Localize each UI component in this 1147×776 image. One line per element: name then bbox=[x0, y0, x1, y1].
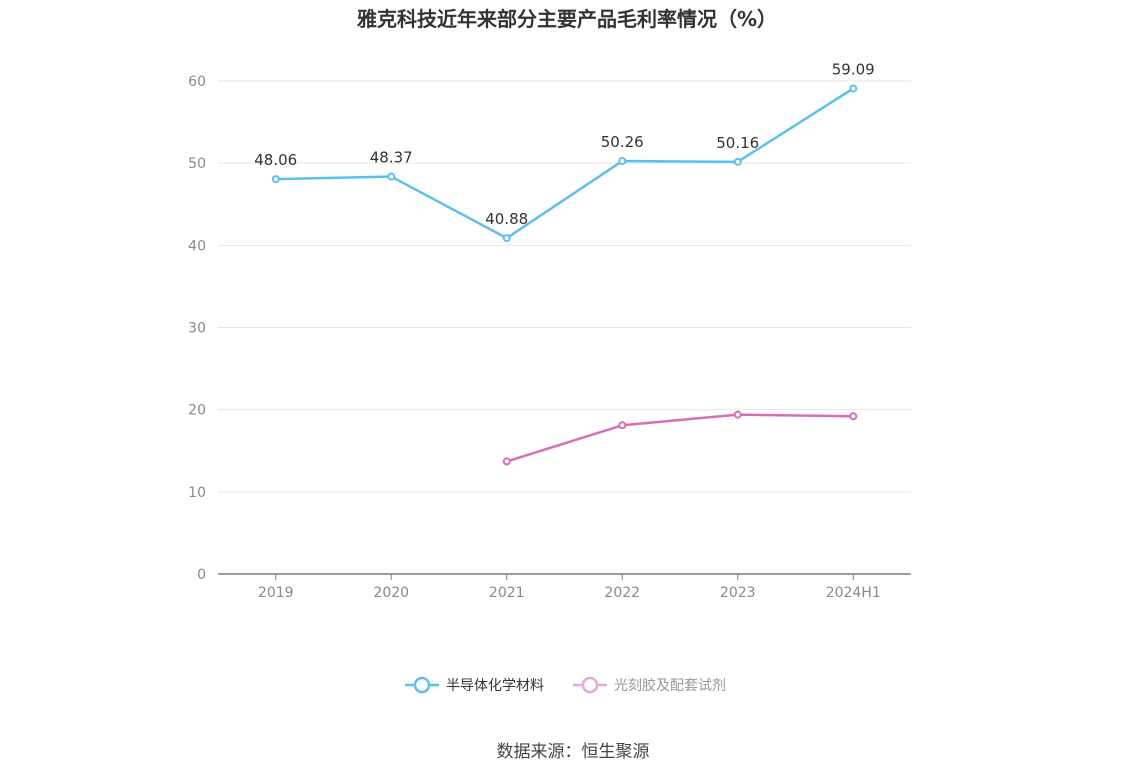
series-line bbox=[275, 87, 854, 240]
legend-item[interactable]: 光刻胶及配套试剂 bbox=[573, 676, 726, 694]
y-tick-label: 30 bbox=[188, 321, 206, 337]
legend-marker bbox=[413, 676, 431, 694]
data-point[interactable] bbox=[618, 157, 627, 166]
y-tick-label: 50 bbox=[188, 156, 206, 172]
data-label: 50.16 bbox=[716, 134, 759, 152]
x-tick-label: 2020 bbox=[373, 585, 409, 601]
legend[interactable]: 半导体化学材料 光刻胶及配套试剂 bbox=[405, 676, 726, 694]
x-tick-label: 2024H1 bbox=[826, 585, 881, 601]
series-line bbox=[506, 413, 854, 463]
series-layer: 48.06 48.37 40.88 50.26 50.16 59.09 bbox=[254, 60, 875, 466]
y-tick-label: 40 bbox=[188, 238, 206, 254]
y-tick-label: 10 bbox=[188, 485, 206, 501]
data-point[interactable] bbox=[387, 172, 396, 181]
legend-item[interactable]: 半导体化学材料 bbox=[405, 676, 544, 694]
legend-marker bbox=[581, 676, 599, 694]
x-tick-label: 2021 bbox=[489, 585, 525, 601]
chart-title: 雅克科技近年来部分主要产品毛利率情况（%） bbox=[357, 7, 777, 31]
data-label: 50.26 bbox=[601, 133, 644, 151]
data-point[interactable] bbox=[733, 410, 742, 419]
y-tick-label: 0 bbox=[197, 567, 206, 583]
data-label: 48.06 bbox=[254, 151, 297, 169]
grid-lines bbox=[218, 80, 911, 493]
data-point[interactable] bbox=[849, 84, 858, 93]
x-tick-label: 2019 bbox=[258, 585, 294, 601]
x-tick-label: 2023 bbox=[720, 585, 756, 601]
x-tick-label: 2022 bbox=[604, 585, 640, 601]
legend-label: 半导体化学材料 bbox=[446, 678, 544, 694]
data-point[interactable] bbox=[271, 175, 280, 184]
data-label: 59.09 bbox=[832, 60, 875, 78]
data-label: 40.88 bbox=[485, 210, 528, 228]
series-1: 48.06 48.37 40.88 50.26 50.16 59.09 bbox=[254, 60, 875, 243]
series-2 bbox=[502, 410, 858, 466]
data-point[interactable] bbox=[502, 234, 511, 243]
data-point[interactable] bbox=[502, 457, 511, 466]
y-tick-label: 60 bbox=[188, 74, 206, 90]
data-point[interactable] bbox=[849, 412, 858, 421]
y-tick-label: 20 bbox=[188, 403, 206, 419]
data-label: 48.37 bbox=[370, 149, 413, 167]
source-text: 数据来源：恒生聚源 bbox=[497, 742, 650, 762]
data-point[interactable] bbox=[733, 157, 742, 166]
data-point[interactable] bbox=[618, 421, 627, 430]
legend-label: 光刻胶及配套试剂 bbox=[614, 677, 726, 694]
axes: 0 10 20 30 40 50 60 2019 2020 2021 2022 2023 2024H1 bbox=[188, 74, 911, 601]
